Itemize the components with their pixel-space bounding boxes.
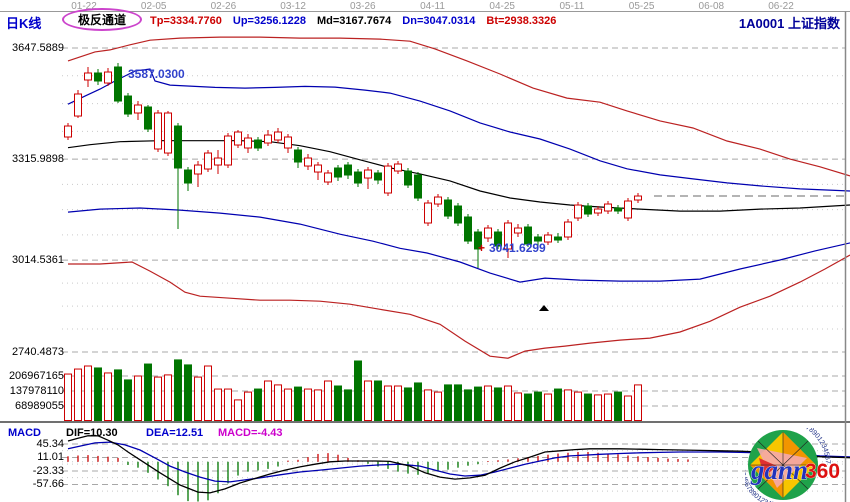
date-tick-label: 01-22 xyxy=(71,1,97,12)
pane-frames xyxy=(0,11,850,502)
volume-tick-label: 68989055 xyxy=(15,399,64,412)
price-tick-label: 3014.5361 xyxy=(12,254,64,267)
date-tick-label: 03-12 xyxy=(280,1,306,12)
macd-tick-label: 45.34 xyxy=(36,437,64,450)
date-tick-label: 06-22 xyxy=(768,1,794,12)
gridlines xyxy=(62,47,845,492)
low-price-annotation: 3041.6299 xyxy=(489,241,546,255)
channel-name-ellipse[interactable]: 极反通道 xyxy=(62,8,142,31)
macd-dea-value: DEA=12.51 xyxy=(146,427,204,439)
volume-tick-label: 137978110 xyxy=(9,384,64,397)
volume-tick-label: 206967165 xyxy=(8,369,64,382)
channel-param-row: Tp=3334.7760 Up=3256.1228 Md=3167.7674 D… xyxy=(150,15,556,27)
param-bt: Bt=2938.3326 xyxy=(486,15,557,27)
macd-tick-label: 11.01 xyxy=(37,451,64,464)
macd-tick-label: -23.33 xyxy=(32,464,64,477)
price-tick-label: 2740.4873 xyxy=(12,345,64,358)
symbol-label[interactable]: 1A0001 上证指数 xyxy=(738,16,840,31)
date-tick-label: 05-25 xyxy=(628,1,655,12)
gann360-logo: 1234567890123456789012345678901234567890… xyxy=(745,428,840,502)
logo-360-text: 360 xyxy=(805,460,840,483)
macd-hist-value: MACD=-4.43 xyxy=(218,427,283,439)
price-tick-label: 3315.9898 xyxy=(12,153,64,166)
param-up: Up=3256.1228 xyxy=(232,15,306,27)
low-price-marker-icon: + xyxy=(478,241,486,255)
macd-panel-title[interactable]: MACD xyxy=(8,427,41,439)
date-tick-label: 03-26 xyxy=(350,1,376,12)
date-tick-label: 06-08 xyxy=(698,1,725,12)
date-tick-label: 04-11 xyxy=(420,1,445,12)
date-tick-label: 02-26 xyxy=(210,1,237,12)
macd-plot xyxy=(67,435,850,502)
param-dn: Dn=3047.0314 xyxy=(402,15,476,27)
macd-dif-value: DIF=10.30 xyxy=(66,427,118,439)
date-tick-label: 04-25 xyxy=(489,1,515,12)
high-price-annotation: 3587.0300 xyxy=(128,67,185,81)
channel-lines xyxy=(67,36,850,359)
chart-type-label[interactable]: 日K线 xyxy=(6,16,42,31)
logo-gann-text: gann xyxy=(750,455,808,485)
candlesticks xyxy=(64,63,642,269)
param-md: Md=3167.7674 xyxy=(316,15,392,27)
date-tick-label: 02-05 xyxy=(140,1,167,12)
macd-tick-label: -57.66 xyxy=(32,478,64,491)
price-tick-label: 3647.5889 xyxy=(12,42,64,54)
channel-name-label: 极反通道 xyxy=(77,13,126,27)
volume-bars xyxy=(64,359,642,422)
param-tp: Tp=3334.7760 xyxy=(150,15,222,27)
date-tick-label: 05-11 xyxy=(559,1,585,12)
